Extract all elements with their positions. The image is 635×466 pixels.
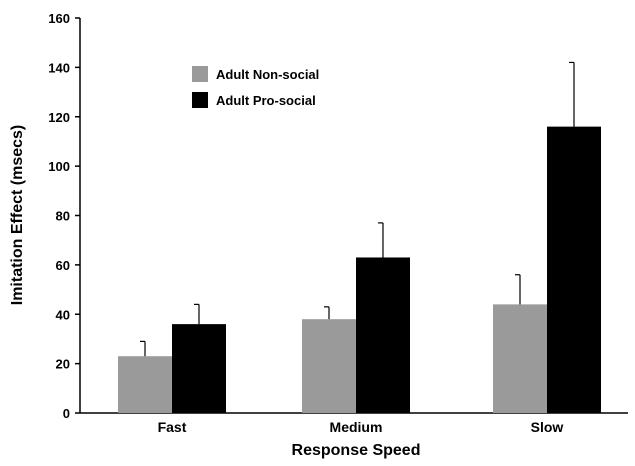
- x-tick-labels: Fast Medium Slow: [158, 419, 564, 435]
- bar-non-social-medium: [302, 319, 356, 413]
- legend-label-pro-social: Adult Pro-social: [216, 93, 316, 108]
- y-tick-label: 40: [56, 307, 70, 322]
- bar-pro-social-slow: [547, 126, 601, 413]
- y-tick-label: 20: [56, 357, 70, 372]
- y-tick-label: 120: [48, 110, 70, 125]
- x-tick-label: Medium: [330, 419, 383, 435]
- legend: Adult Non-social Adult Pro-social: [192, 66, 319, 108]
- x-axis-title: Response Speed: [292, 442, 421, 459]
- legend-swatch-pro-social: [192, 92, 208, 108]
- bar-non-social-slow: [493, 304, 547, 413]
- x-tick-label: Fast: [158, 419, 187, 435]
- legend-label-non-social: Adult Non-social: [216, 67, 319, 82]
- y-tick-label: 160: [48, 11, 70, 26]
- y-tick-label: 60: [56, 258, 70, 273]
- error-bars: [140, 61, 575, 357]
- y-ticks: 0 20 40 60 80 100 120 140 160: [48, 11, 80, 421]
- x-tick-label: Slow: [531, 419, 564, 435]
- bar-pro-social-medium: [356, 257, 410, 413]
- y-tick-label: 0: [63, 406, 70, 421]
- y-axis-title: Imitation Effect (msecs): [9, 125, 26, 305]
- bar-non-social-fast: [118, 356, 172, 413]
- bar-pro-social-fast: [172, 324, 226, 413]
- bars: [118, 126, 601, 413]
- y-tick-label: 80: [56, 209, 70, 224]
- y-tick-label: 140: [48, 60, 70, 75]
- legend-swatch-non-social: [192, 66, 208, 82]
- y-tick-label: 100: [48, 159, 70, 174]
